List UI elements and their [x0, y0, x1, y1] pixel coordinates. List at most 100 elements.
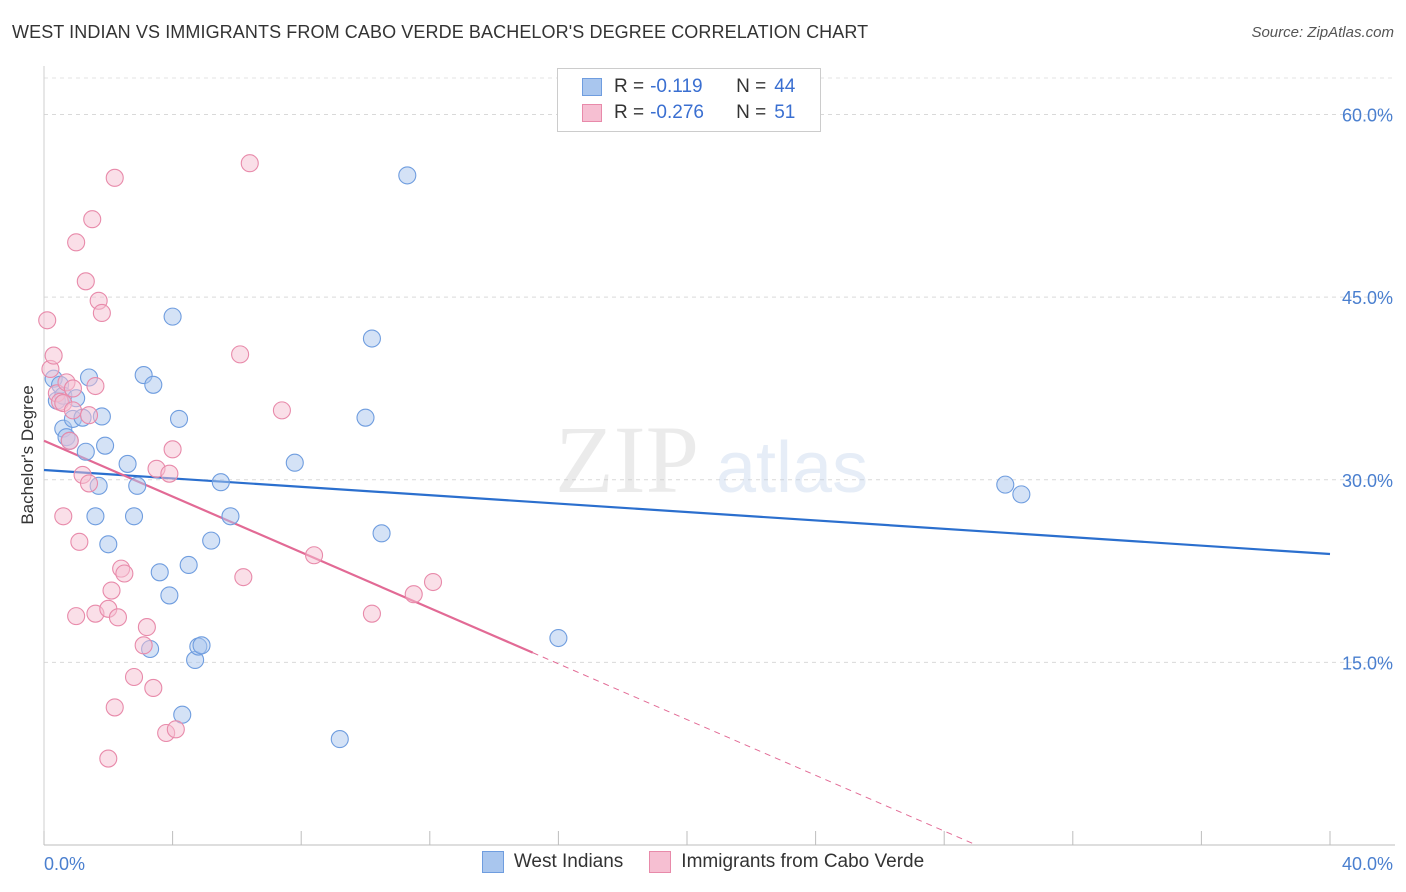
data-point [1012, 485, 1031, 504]
bottom-legend-swatch-pink [649, 851, 672, 873]
data-points [38, 154, 1031, 768]
data-point [63, 379, 82, 398]
data-point [404, 585, 423, 604]
legend-row-west-indians: R = -0.119 N = 44 [582, 75, 795, 99]
legend-swatch-pink [582, 104, 602, 122]
data-point [76, 442, 95, 461]
data-point [105, 168, 124, 187]
data-point [76, 272, 95, 291]
data-point [211, 473, 230, 492]
data-point [362, 329, 381, 348]
data-point [124, 507, 144, 526]
legend-row-cabo-verde: R = -0.276 N = 51 [582, 101, 795, 125]
bottom-legend: West Indians Immigrants from Cabo Verde [0, 851, 1406, 873]
data-point [398, 166, 417, 185]
legend-n-label: N = [736, 102, 767, 123]
data-point [423, 572, 443, 592]
data-point [372, 524, 391, 543]
data-point [160, 464, 179, 483]
data-point [108, 608, 127, 627]
y-tick-label: 30.0% [1342, 471, 1393, 491]
legend-r-value: -0.119 [650, 76, 703, 97]
data-point [99, 749, 118, 768]
data-point [86, 507, 105, 526]
data-point [549, 628, 568, 648]
data-point [83, 210, 102, 229]
source-label: Source: ZipAtlas.com [1251, 24, 1394, 41]
data-point [221, 507, 240, 526]
data-point [234, 568, 253, 587]
watermark-zip: ZIP [555, 406, 699, 513]
bottom-legend-label: Immigrants from Cabo Verde [681, 851, 925, 872]
trend-line-extension [532, 652, 977, 846]
data-point [54, 507, 73, 526]
data-point [60, 431, 79, 450]
y-tick-label: 60.0% [1342, 106, 1393, 126]
x-tick-label: 40.0% [1342, 854, 1393, 874]
data-point [169, 409, 189, 428]
data-point [99, 535, 118, 554]
data-point [115, 564, 134, 583]
data-point [305, 546, 324, 565]
trend-line [43, 439, 534, 654]
data-point [163, 307, 182, 326]
legend-n-value: 44 [774, 76, 796, 97]
chart-title: WEST INDIAN VS IMMIGRANTS FROM CABO VERD… [12, 22, 869, 42]
data-point [240, 154, 259, 173]
y-tick-label: 45.0% [1342, 288, 1393, 308]
y-tick-label: 15.0% [1342, 653, 1393, 673]
data-point [102, 581, 121, 600]
data-point [144, 375, 163, 394]
data-point [86, 376, 105, 396]
data-point [79, 474, 99, 493]
data-point [44, 346, 63, 365]
data-point [124, 667, 144, 687]
data-point [330, 730, 349, 749]
data-point [134, 636, 153, 655]
axes [43, 66, 1395, 846]
data-point [105, 698, 124, 717]
legend-swatch-blue [582, 78, 602, 96]
data-point [67, 607, 86, 626]
bottom-legend-cabo-verde[interactable]: Immigrants from Cabo Verde [649, 851, 924, 873]
data-point [163, 440, 182, 459]
data-point [118, 454, 137, 473]
data-point [67, 233, 86, 252]
legend-n-value: 51 [774, 102, 796, 123]
watermark-atlas: atlas [716, 428, 868, 508]
data-point [137, 618, 156, 637]
legend-r-label: R = [614, 102, 645, 123]
y-axis-label: Bachelor's Degree [18, 385, 37, 524]
data-point [128, 476, 147, 495]
data-point [79, 406, 99, 425]
data-point [231, 345, 250, 364]
legend-n-label: N = [736, 76, 767, 97]
data-point [362, 604, 381, 623]
data-point [285, 453, 304, 472]
data-point [356, 408, 375, 427]
data-point [160, 586, 179, 605]
data-point [38, 311, 57, 330]
bottom-legend-west-indians[interactable]: West Indians [481, 851, 624, 873]
data-point [166, 720, 185, 739]
data-point [192, 636, 211, 655]
data-point [70, 532, 89, 551]
trend-lines [43, 439, 1331, 846]
data-point [63, 401, 82, 420]
watermark: ZIP atlas [555, 406, 868, 513]
data-point [96, 436, 115, 455]
legend-r-value: -0.276 [650, 102, 704, 123]
legend-r-label: R = [614, 76, 645, 97]
x-tick-label: 0.0% [44, 854, 85, 874]
tick-labels: 15.0% 30.0% 45.0% 60.0% 0.0% 40.0% [44, 106, 1393, 874]
trend-line [43, 468, 1331, 556]
data-point [272, 401, 291, 420]
bottom-legend-swatch-blue [481, 851, 504, 873]
data-point [92, 303, 111, 323]
bottom-legend-label: West Indians [513, 851, 624, 872]
data-point [996, 475, 1015, 494]
legend-box: R = -0.119 N = 44 R = -0.276 N = 51 [557, 68, 821, 132]
data-point [150, 563, 169, 582]
data-point [202, 531, 221, 550]
